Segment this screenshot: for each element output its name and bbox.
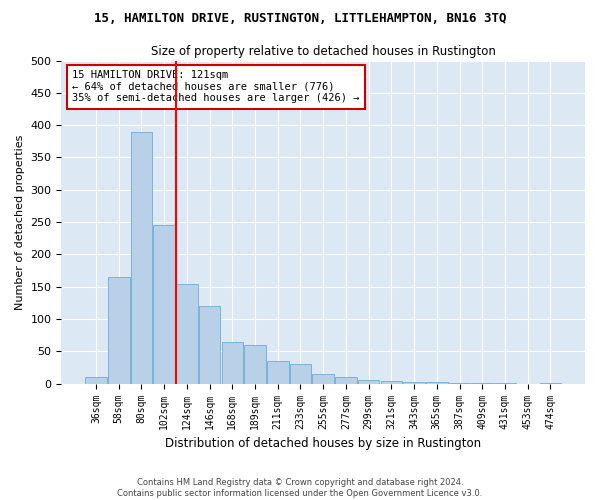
Bar	[290, 364, 311, 384]
Bar	[313, 374, 334, 384]
Bar	[426, 382, 448, 384]
Bar	[85, 377, 107, 384]
Bar	[335, 377, 357, 384]
Text: 15 HAMILTON DRIVE: 121sqm
← 64% of detached houses are smaller (776)
35% of semi: 15 HAMILTON DRIVE: 121sqm ← 64% of detac…	[72, 70, 359, 103]
Text: Contains HM Land Registry data © Crown copyright and database right 2024.
Contai: Contains HM Land Registry data © Crown c…	[118, 478, 482, 498]
Bar	[449, 383, 470, 384]
Bar	[403, 382, 425, 384]
Bar	[494, 383, 516, 384]
Bar	[221, 342, 243, 384]
Bar	[131, 132, 152, 384]
Bar	[472, 383, 493, 384]
Bar	[539, 383, 561, 384]
Bar	[380, 381, 402, 384]
Text: 15, HAMILTON DRIVE, RUSTINGTON, LITTLEHAMPTON, BN16 3TQ: 15, HAMILTON DRIVE, RUSTINGTON, LITTLEHA…	[94, 12, 506, 26]
Title: Size of property relative to detached houses in Rustington: Size of property relative to detached ho…	[151, 45, 496, 58]
Bar	[176, 284, 197, 384]
Bar	[358, 380, 379, 384]
Bar	[244, 345, 266, 384]
Bar	[154, 226, 175, 384]
X-axis label: Distribution of detached houses by size in Rustington: Distribution of detached houses by size …	[165, 437, 481, 450]
Bar	[108, 277, 130, 384]
Bar	[267, 361, 289, 384]
Bar	[199, 306, 220, 384]
Y-axis label: Number of detached properties: Number of detached properties	[15, 134, 25, 310]
